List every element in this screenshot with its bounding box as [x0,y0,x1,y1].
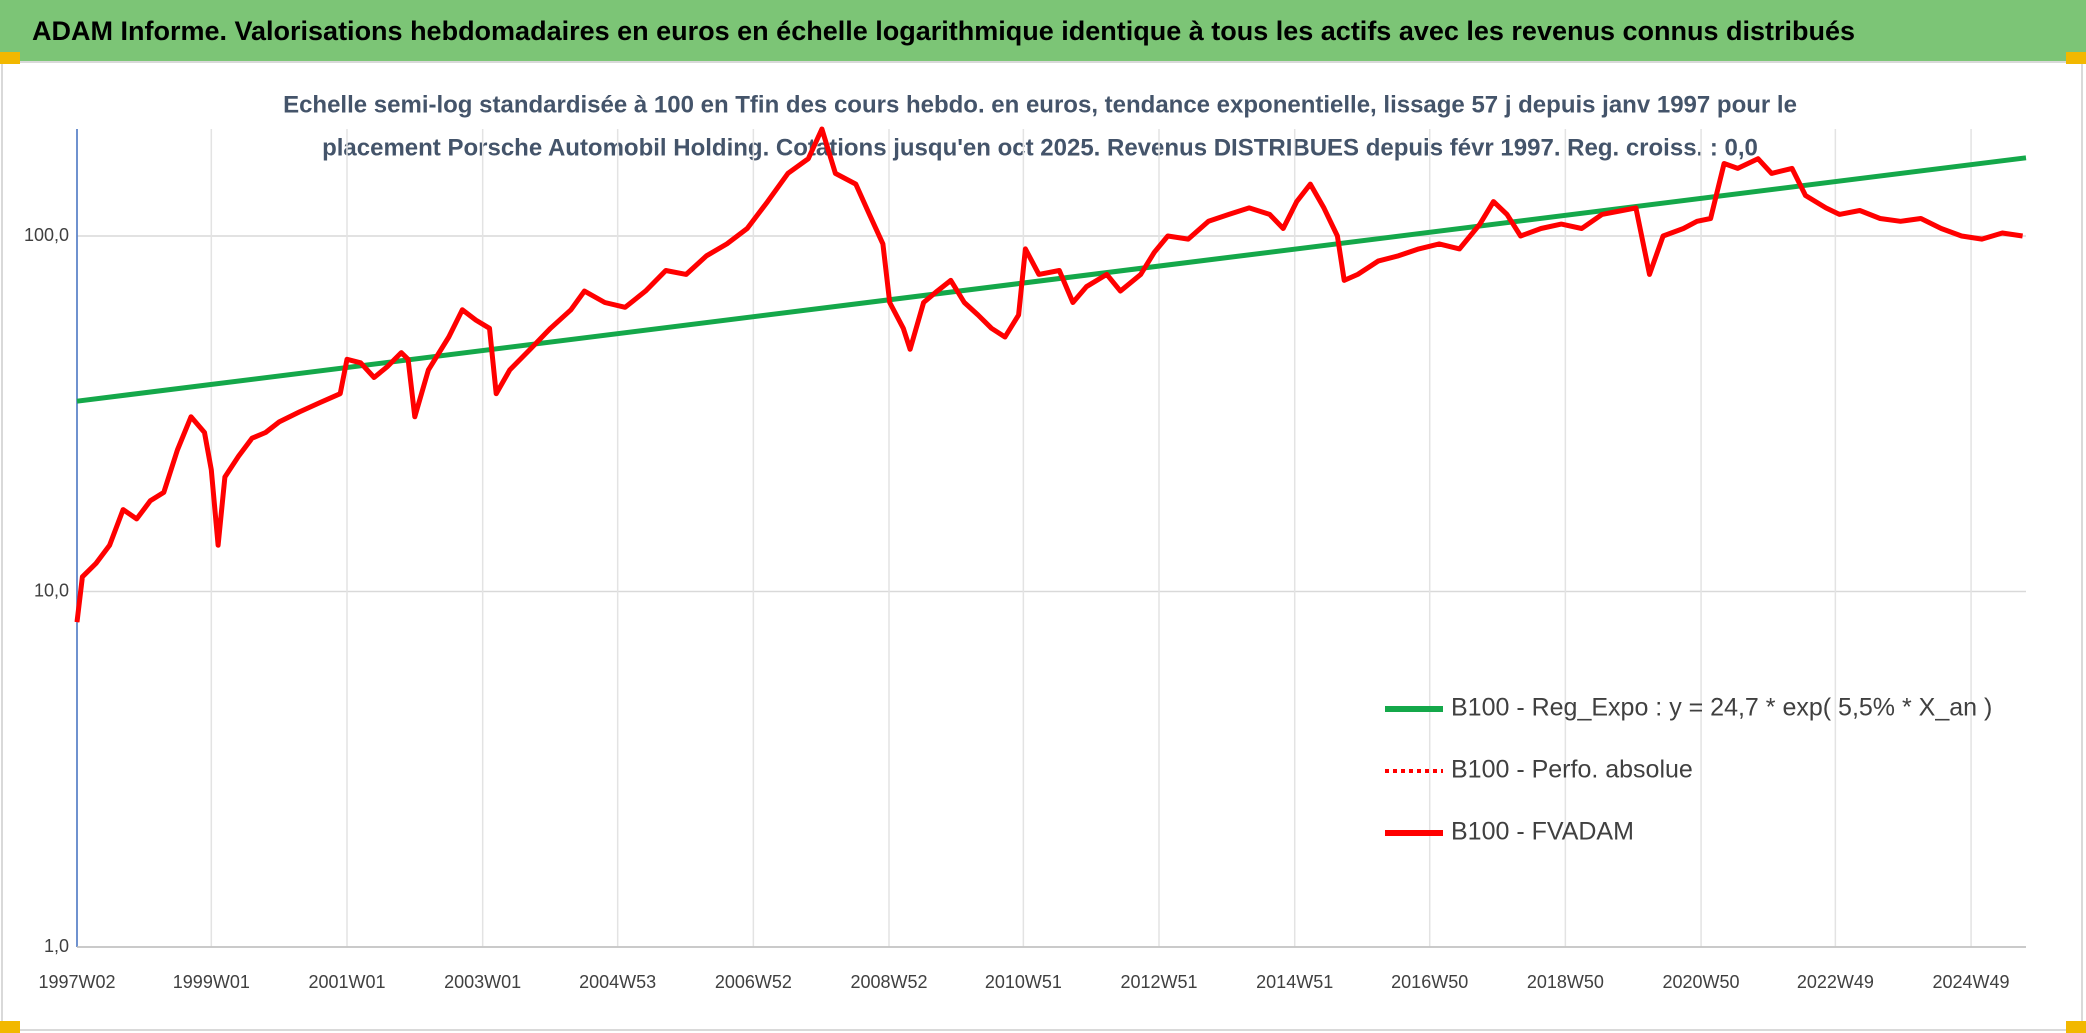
x-tick-label: 2016W50 [1391,972,1468,992]
x-tick-label: 2010W51 [985,972,1062,992]
x-tick-label: 1997W02 [38,972,115,992]
x-tick-label: 2004W53 [579,972,656,992]
x-tick-label: 2003W01 [444,972,521,992]
series-line [75,127,2023,623]
x-tick-label: 1999W01 [173,972,250,992]
y-tick-label: 10,0 [34,580,69,600]
chart-subtitle: placement Porsche Automobil Holding. Cot… [322,134,1758,161]
legend-label: B100 - Perfo. absolue [1451,756,1693,784]
series-line [74,126,2023,623]
x-tick-label: 2001W01 [308,972,385,992]
legend-label: B100 - Reg_Expo : y = 24,7 * exp( 5,5% *… [1451,694,1992,722]
x-tick-label: 2024W49 [1933,972,2010,992]
x-tick-label: 2020W50 [1663,972,1740,992]
chart-subtitle: Echelle semi-log standardisée à 100 en T… [283,91,1797,118]
chart-frame [1,61,2083,1031]
x-tick-label: 2006W52 [715,972,792,992]
corner-mark [0,1021,20,1033]
corner-mark [0,52,20,64]
x-tick-label: 2012W51 [1120,972,1197,992]
x-tick-label: 2018W50 [1527,972,1604,992]
y-tick-label: 1,0 [44,936,69,956]
y-tick-label: 100,0 [24,225,69,245]
corner-mark [2066,52,2086,64]
x-tick-label: 2022W49 [1797,972,1874,992]
legend-label: B100 - FVADAM [1451,818,1634,846]
chart-title: ADAM Informe. Valorisations hebdomadaire… [0,0,2086,62]
x-tick-label: 2014W51 [1256,972,1333,992]
x-tick-label: 2008W52 [850,972,927,992]
series-line [76,155,2027,404]
corner-mark [2066,1021,2086,1033]
